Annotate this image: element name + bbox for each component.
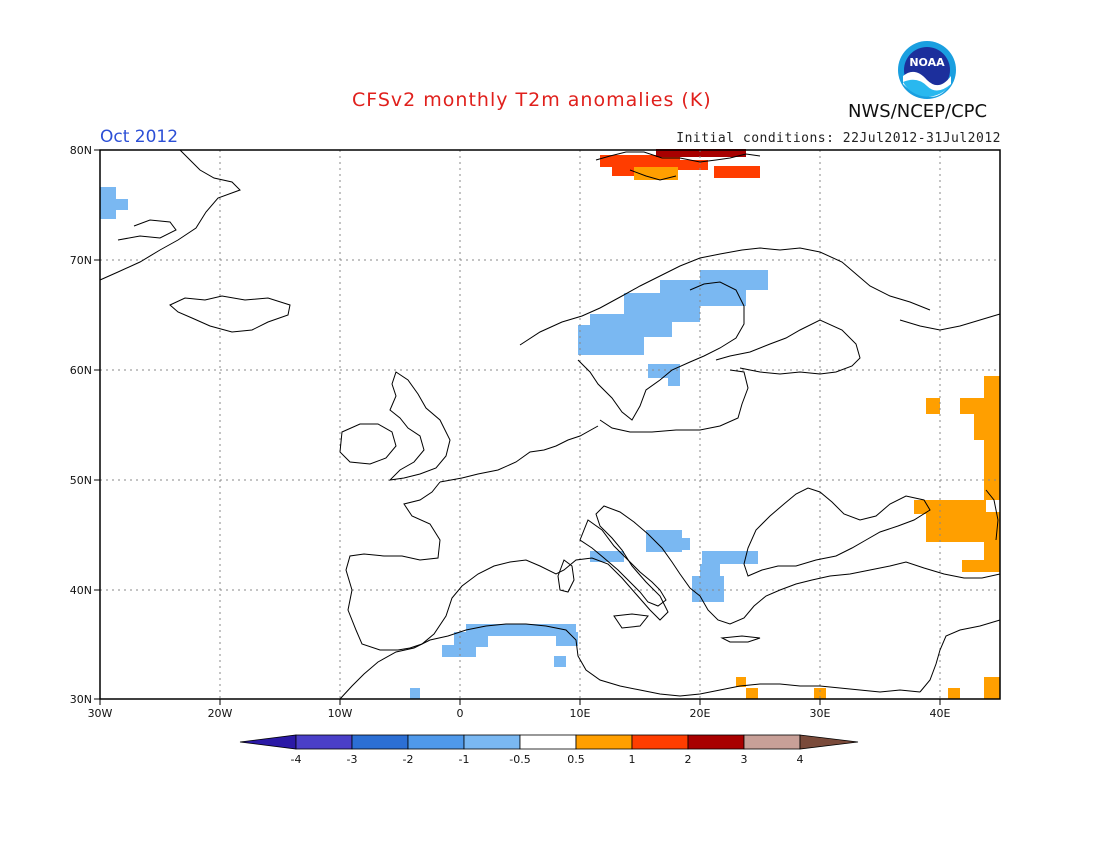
colorbar-segment (743, 734, 801, 750)
colorbar-segment (295, 734, 353, 750)
longitude-labels: 30W 20W 10W 0 10E 20E 30E 40E (88, 707, 951, 720)
lon-label: 30E (810, 707, 831, 720)
colorbar-segment (351, 734, 409, 750)
lon-label: 10E (570, 707, 591, 720)
lat-label: 30N (70, 693, 92, 706)
lat-lon-grid (100, 150, 1000, 699)
colorbar-segment (799, 734, 859, 750)
lat-label: 60N (70, 364, 92, 377)
lon-label: 10W (328, 707, 353, 720)
lon-label: 20W (208, 707, 233, 720)
colorbar-segment (407, 734, 465, 750)
lon-label: 40E (930, 707, 951, 720)
colorbar-segment (575, 734, 633, 750)
colorbar-label: 3 (741, 753, 748, 766)
lon-label: 0 (457, 707, 464, 720)
lon-label: 20E (690, 707, 711, 720)
map-frame (99, 149, 1001, 700)
lon-label: 30W (88, 707, 113, 720)
map-title: CFSv2 monthly T2m anomalies (K) (352, 89, 712, 111)
coastlines (99, 149, 1001, 700)
initial-conditions: Initial conditions: 22Jul2012-31Jul2012 (676, 131, 1001, 146)
colorbar-label: 2 (685, 753, 692, 766)
colorbar-segment (239, 734, 297, 750)
colorbar-label: 4 (797, 753, 804, 766)
colorbar: -4 -3 -2 -1 -0.5 0.5 1 2 3 4 (239, 734, 859, 766)
colorbar-label: -0.5 (509, 753, 530, 766)
agency-label: NWS/NCEP/CPC (848, 101, 988, 122)
positive-anomaly-cells (634, 166, 1000, 699)
noaa-logo-text: NOAA (909, 56, 945, 69)
lat-label: 80N (70, 144, 92, 157)
lat-label: 50N (70, 474, 92, 487)
colorbar-label: 0.5 (567, 753, 585, 766)
strong-positive-anomaly-cells (600, 155, 760, 178)
lat-label: 40N (70, 584, 92, 597)
colorbar-segment (631, 734, 689, 750)
colorbar-label: -3 (347, 753, 358, 766)
extreme-positive-anomaly-cells (656, 149, 746, 157)
colorbar-label: -2 (403, 753, 414, 766)
colorbar-segment (687, 734, 745, 750)
colorbar-segment (463, 734, 521, 750)
forecast-month: Oct 2012 (100, 127, 179, 147)
colorbar-label: 1 (629, 753, 636, 766)
colorbar-label: -4 (291, 753, 302, 766)
noaa-logo-icon: NOAA (898, 41, 956, 99)
colorbar-label: -1 (459, 753, 470, 766)
latitude-labels: 30N 40N 50N 60N 70N 80N (70, 144, 92, 706)
colorbar-segment (519, 734, 577, 750)
axis-ticks (94, 149, 941, 705)
lat-label: 70N (70, 254, 92, 267)
anomaly-shading (100, 149, 1000, 699)
negative-anomaly-cells (100, 187, 768, 699)
